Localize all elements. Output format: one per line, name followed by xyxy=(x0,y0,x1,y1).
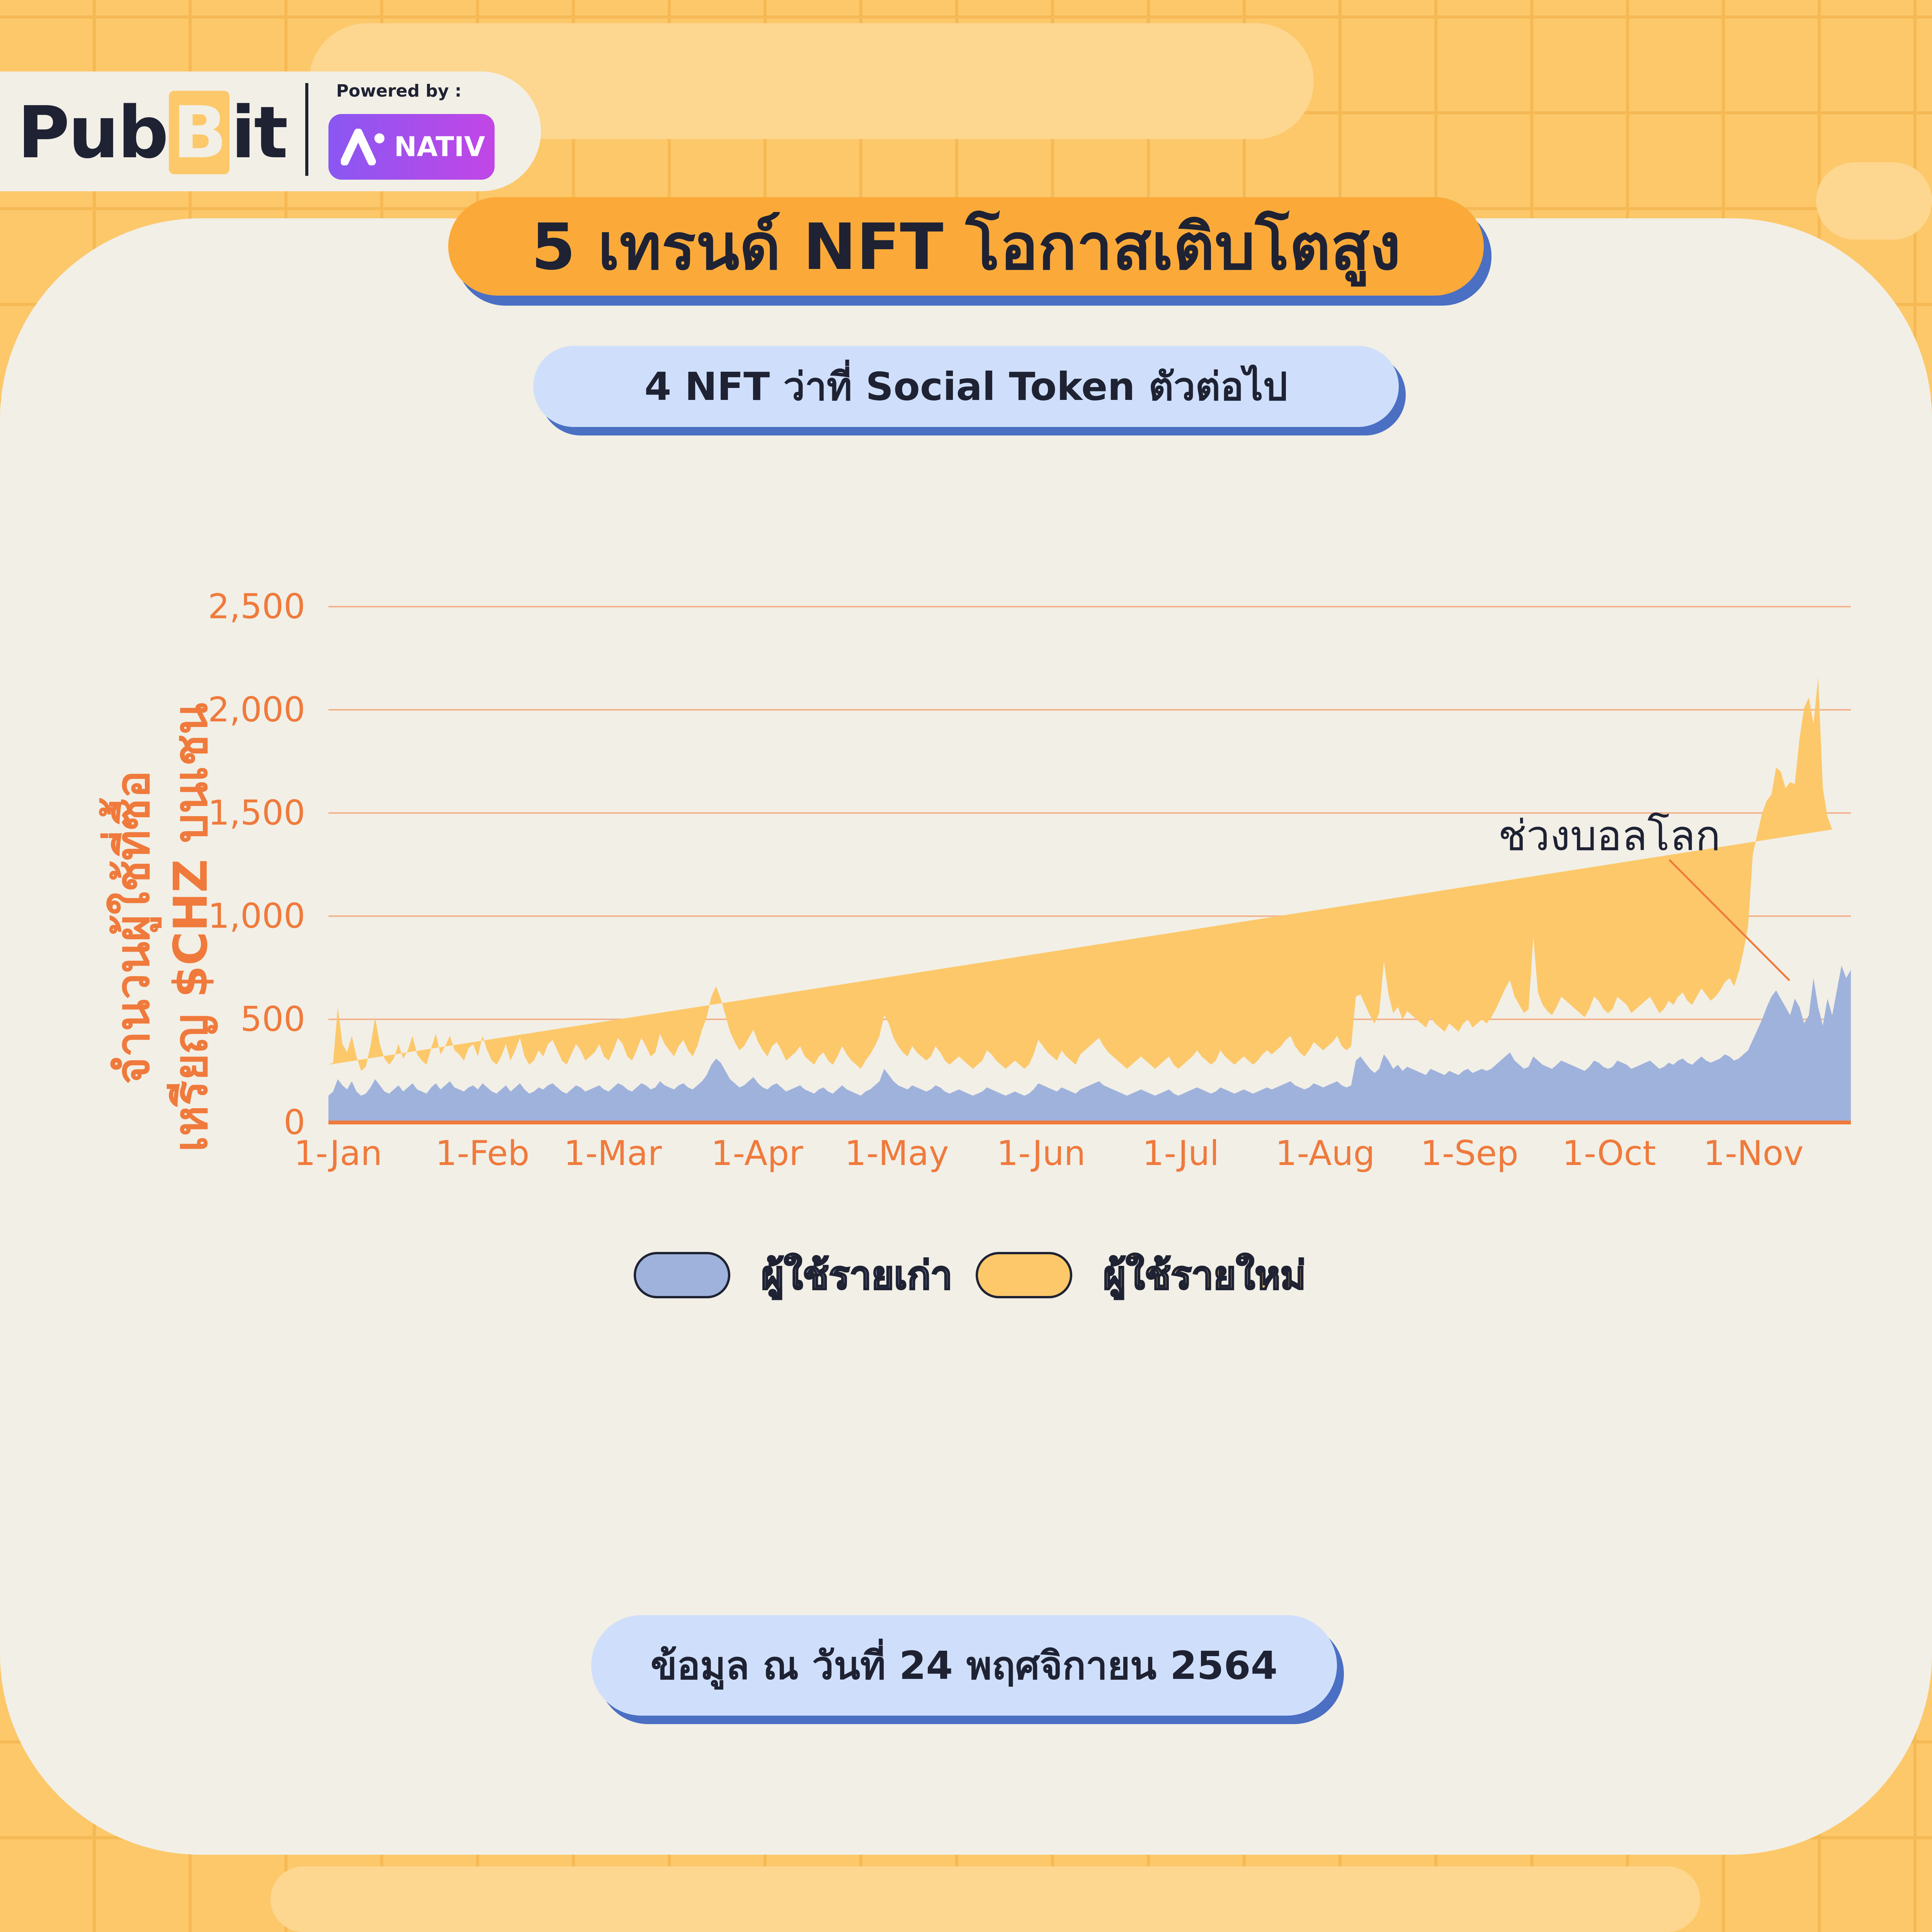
legend-label-old: ผู้ใช้รายเก่า xyxy=(760,1252,953,1299)
x-tick-label: 1-Sep xyxy=(1420,1133,1519,1173)
nativ-logo: NATIV xyxy=(328,114,495,180)
area-new-users xyxy=(328,677,1832,1071)
legend-label-new: ผู้ใช้รายใหม่ xyxy=(1102,1252,1306,1299)
legend-old-users: ผู้ใช้รายเก่า xyxy=(634,1252,953,1299)
y-tick-label: 1,500 xyxy=(208,793,305,833)
nativ-mark-icon xyxy=(341,129,384,165)
y-tick-label: 2,000 xyxy=(208,690,305,730)
brand-divider xyxy=(305,83,308,176)
x-tick-label: 1-Feb xyxy=(435,1133,530,1173)
y-tick-label: 1,000 xyxy=(208,896,305,936)
bg-bubble xyxy=(1816,162,1932,240)
annotation-leader xyxy=(1668,859,1791,981)
x-tick-label: 1-Jan xyxy=(294,1133,382,1173)
nativ-text: NATIV xyxy=(394,131,485,163)
legend-swatch-new xyxy=(976,1252,1072,1298)
area-old-users xyxy=(328,966,1851,1122)
page-title: 5 เทรนด์ NFT โอกาสเติบโตสูง xyxy=(448,197,1484,296)
x-tick-label: 1-Apr xyxy=(711,1133,803,1173)
x-tick-label: 1-Oct xyxy=(1562,1133,1656,1173)
powered-by-label: Powered by : xyxy=(336,81,462,101)
y-tick-label: 0 xyxy=(284,1102,305,1142)
y-tick-label: 500 xyxy=(240,999,305,1039)
bg-bubble xyxy=(270,1866,1700,1932)
data-date-note: ข้อมูล ณ วันที่ 24 พฤศจิกายน 2564 xyxy=(591,1615,1337,1716)
x-tick-label: 1-Jun xyxy=(997,1133,1085,1173)
x-tick-label: 1-Aug xyxy=(1276,1133,1375,1173)
annotation-label: ช่วงบอลโลก xyxy=(1498,812,1721,860)
stacked-area-chart: 0 500 1,000 1,500 2,000 2,500 1-Jan 1-Feb 1-Mar 1… xyxy=(208,587,1851,1173)
x-tick-label: 1-May xyxy=(845,1133,949,1173)
pubbit-logo: PubBit xyxy=(17,91,288,174)
x-tick-label: 1-Mar xyxy=(564,1133,662,1173)
y-tick-label: 2,500 xyxy=(208,587,305,626)
x-tick-label: 1-Jul xyxy=(1142,1133,1219,1173)
x-tick-label: 1-Nov xyxy=(1703,1133,1804,1173)
legend-new-users: ผู้ใช้รายใหม่ xyxy=(976,1252,1306,1299)
legend-swatch-old xyxy=(634,1252,730,1298)
page-subtitle: 4 NFT ว่าที่ Social Token ตัวต่อไป xyxy=(533,346,1399,427)
